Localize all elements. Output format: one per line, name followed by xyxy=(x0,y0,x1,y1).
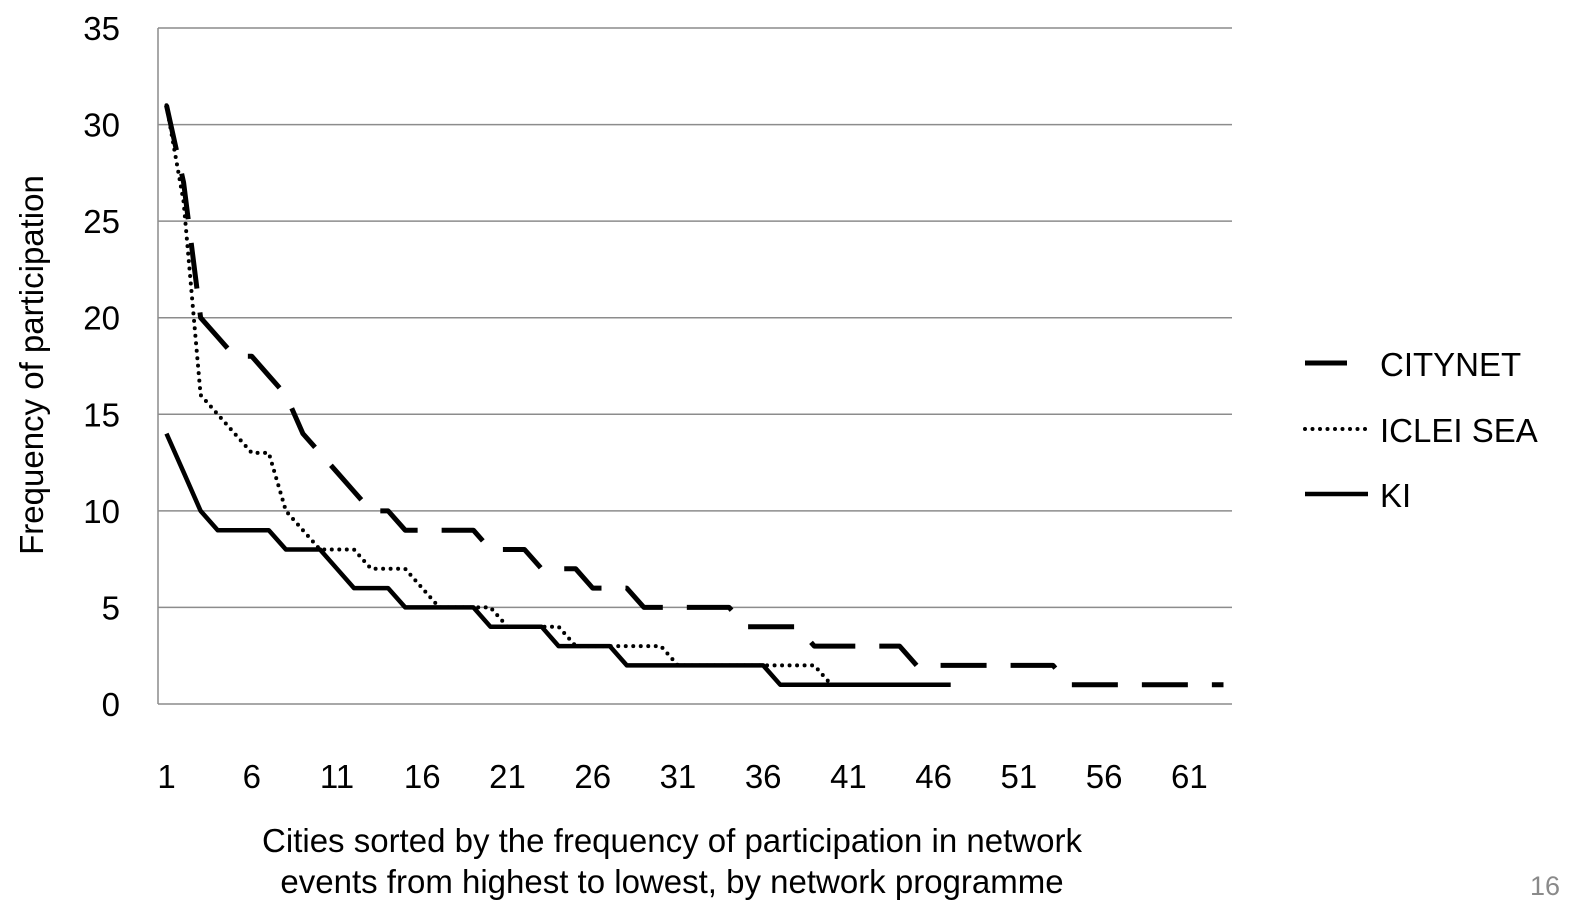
y-tick-label: 20 xyxy=(83,300,120,337)
series-line-citynet xyxy=(164,104,1224,688)
x-tick-label: 56 xyxy=(1086,758,1123,795)
x-tick-label: 46 xyxy=(915,758,952,795)
x-tick-label: 16 xyxy=(404,758,441,795)
slide-number: 16 xyxy=(1530,871,1560,901)
series-line-iclei-sea xyxy=(164,103,953,687)
y-tick-label: 15 xyxy=(83,396,120,433)
x-tick-label: 11 xyxy=(320,758,354,795)
x-tick-label: 51 xyxy=(1001,758,1038,795)
x-axis-ticks: 1 6 11 16 21 26 31 36 41 46 51 56 61 xyxy=(157,758,1207,795)
y-tick-label: 30 xyxy=(83,107,120,144)
x-tick-label: 36 xyxy=(745,758,782,795)
y-axis-ticks: 0 5 10 15 20 25 30 35 xyxy=(83,10,120,723)
legend-label-citynet: CITYNET xyxy=(1380,346,1521,383)
x-tick-label: 41 xyxy=(830,758,867,795)
x-tick-label: 26 xyxy=(574,758,611,795)
y-tick-label: 25 xyxy=(83,203,120,240)
x-tick-label: 6 xyxy=(243,758,261,795)
y-axis-title: Frequency of participation xyxy=(13,175,50,555)
y-tick-label: 10 xyxy=(83,493,120,530)
legend: CITYNET ICLEI SEA KI xyxy=(1303,346,1538,514)
x-axis-title-line-2: events from highest to lowest, by networ… xyxy=(280,863,1063,900)
y-tick-label: 35 xyxy=(83,10,120,47)
legend-label-ki: KI xyxy=(1380,477,1411,514)
x-tick-label: 21 xyxy=(489,758,526,795)
x-tick-label: 1 xyxy=(157,758,175,795)
legend-label-iclei-sea: ICLEI SEA xyxy=(1380,412,1538,449)
y-tick-label: 0 xyxy=(102,686,120,723)
series-lines xyxy=(164,103,1224,688)
x-axis-title-line-1: Cities sorted by the frequency of partic… xyxy=(262,822,1082,859)
y-tick-label: 5 xyxy=(102,589,120,626)
x-tick-label: 31 xyxy=(660,758,697,795)
series-line-ki xyxy=(164,432,951,687)
gridlines xyxy=(158,27,1232,705)
x-tick-label: 61 xyxy=(1171,758,1208,795)
